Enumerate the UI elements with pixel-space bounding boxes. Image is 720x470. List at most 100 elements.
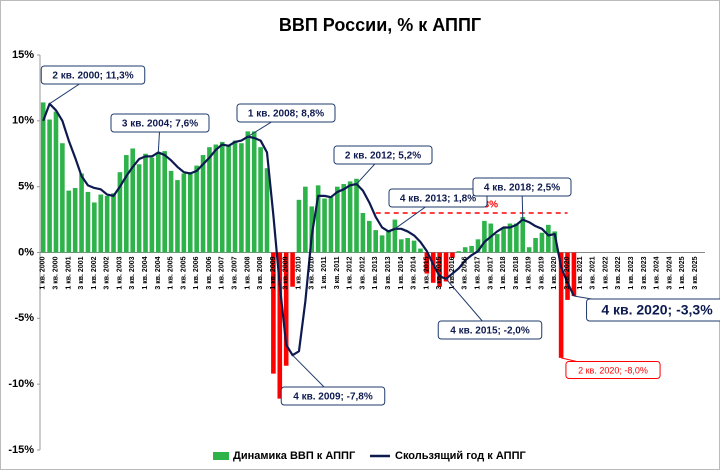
x-tick-label: 3 кв. 2025: [692, 256, 699, 289]
x-tick-label: 3 кв. 2007: [232, 256, 239, 289]
bar: [277, 252, 283, 399]
x-tick-label: 1 кв. 2004: [142, 256, 149, 289]
bar: [552, 231, 558, 253]
bar: [526, 247, 532, 253]
bar: [117, 172, 123, 253]
x-tick-label: 3 кв. 2023: [641, 256, 648, 289]
annotation: 3 кв. 2004; 7,6%: [122, 119, 198, 130]
annotation: 4 кв. 2013; 1,8%: [400, 194, 476, 205]
bar: [264, 168, 270, 253]
bar: [322, 198, 327, 253]
x-tick-label: 1 кв. 2018: [500, 256, 507, 289]
x-tick-label: 1 кв. 2024: [654, 256, 661, 289]
x-tick-label: 3 кв. 2006: [206, 256, 213, 289]
bar: [66, 190, 72, 253]
x-tick-label: 1 кв. 2025: [679, 256, 686, 289]
x-tick-label: 3 кв. 2010: [308, 256, 315, 289]
annotation: 4 кв. 2015; -2,0%: [450, 326, 530, 337]
bar: [258, 147, 263, 253]
x-tick-label: 1 кв. 2019: [526, 256, 533, 289]
bar: [226, 144, 231, 253]
y-tick-label: -10%: [8, 378, 34, 390]
x-tick-label: 3 кв. 2004: [155, 256, 162, 289]
annotation: 4 кв. 2018; 2,5%: [484, 183, 560, 194]
bar: [283, 252, 289, 366]
bar: [411, 240, 417, 253]
bar: [92, 202, 97, 253]
bar: [98, 194, 104, 253]
legend-label: Динамика ВВП к АППГ: [233, 450, 356, 462]
bar: [373, 230, 378, 253]
x-tick-label: 1 кв. 2006: [193, 256, 200, 289]
annotation-box: [236, 103, 336, 123]
bar: [111, 193, 116, 253]
x-tick-label: 1 кв. 2000: [40, 256, 47, 289]
bar: [200, 155, 206, 253]
bar: [482, 220, 487, 253]
bar: [405, 238, 410, 253]
annotation-box: [40, 65, 146, 85]
bar: [290, 252, 295, 287]
bar: [437, 252, 442, 287]
annotation-box: [586, 298, 720, 322]
bar: [303, 186, 308, 253]
bar: [571, 252, 577, 296]
x-tick-label: 3 кв. 2008: [257, 256, 264, 289]
bar: [251, 131, 257, 253]
x-tick-label: 1 кв. 2005: [168, 256, 175, 289]
bar: [533, 238, 538, 253]
annotation: 2 кв. 2000; 11,3%: [52, 71, 133, 82]
bar: [130, 148, 136, 253]
x-tick-label: 1 кв. 2010: [295, 256, 302, 289]
bar: [430, 252, 436, 283]
x-tick-label: 3 кв. 2003: [129, 256, 136, 289]
bar: [335, 186, 340, 253]
x-tick-label: 3 кв. 2016: [462, 256, 469, 289]
bar: [494, 234, 500, 253]
legend-swatch: [213, 452, 229, 460]
x-tick-label: 1 кв. 2017: [475, 256, 482, 289]
bar: [360, 213, 366, 253]
reference-label: 3%: [484, 200, 499, 211]
line: [42, 102, 575, 357]
annotation-box: [333, 145, 433, 165]
bar: [181, 173, 187, 253]
y-tick-label: -15%: [8, 444, 34, 456]
annotation: 2 кв. 2020; -8,0%: [578, 365, 648, 375]
bar: [232, 140, 238, 253]
x-tick-label: 1 кв. 2021: [577, 256, 584, 289]
bar: [271, 252, 276, 374]
x-tick-label: 3 кв. 2011: [334, 256, 341, 289]
bar: [367, 220, 372, 253]
annotation: 2 кв. 2012; 5,2%: [345, 151, 421, 162]
bar: [565, 252, 570, 300]
x-tick-label: 3 кв. 2012: [359, 256, 366, 289]
x-tick-label: 3 кв. 2022: [615, 256, 622, 289]
bar: [187, 172, 193, 253]
bar: [443, 252, 449, 282]
x-tick-label: 3 кв. 2019: [538, 256, 545, 289]
bar: [539, 232, 545, 253]
annotation: 4 кв. 2020; -3,3%: [601, 302, 713, 318]
x-tick-label: 1 кв. 2011: [321, 256, 328, 289]
x-tick-label: 3 кв. 2001: [78, 256, 85, 289]
bar: [354, 178, 359, 253]
bar: [507, 223, 513, 253]
x-tick-label: 1 кв. 2013: [372, 256, 379, 289]
bar: [79, 173, 84, 253]
x-tick-label: 1 кв. 2007: [219, 256, 226, 289]
x-tick-label: 3 кв. 2009: [283, 256, 290, 289]
bar: [469, 245, 474, 253]
x-tick-label: 3 кв. 2020: [564, 256, 571, 289]
bar: [501, 227, 506, 253]
x-tick-label: 1 кв. 2012: [347, 256, 354, 289]
bar: [347, 181, 353, 253]
bar: [520, 216, 526, 253]
x-tick-label: 3 кв. 2021: [590, 256, 597, 289]
x-tick-label: 3 кв. 2014: [411, 256, 418, 289]
bar: [40, 102, 46, 253]
annotation-box: [388, 188, 488, 208]
x-tick-label: 1 кв. 2023: [628, 256, 635, 289]
